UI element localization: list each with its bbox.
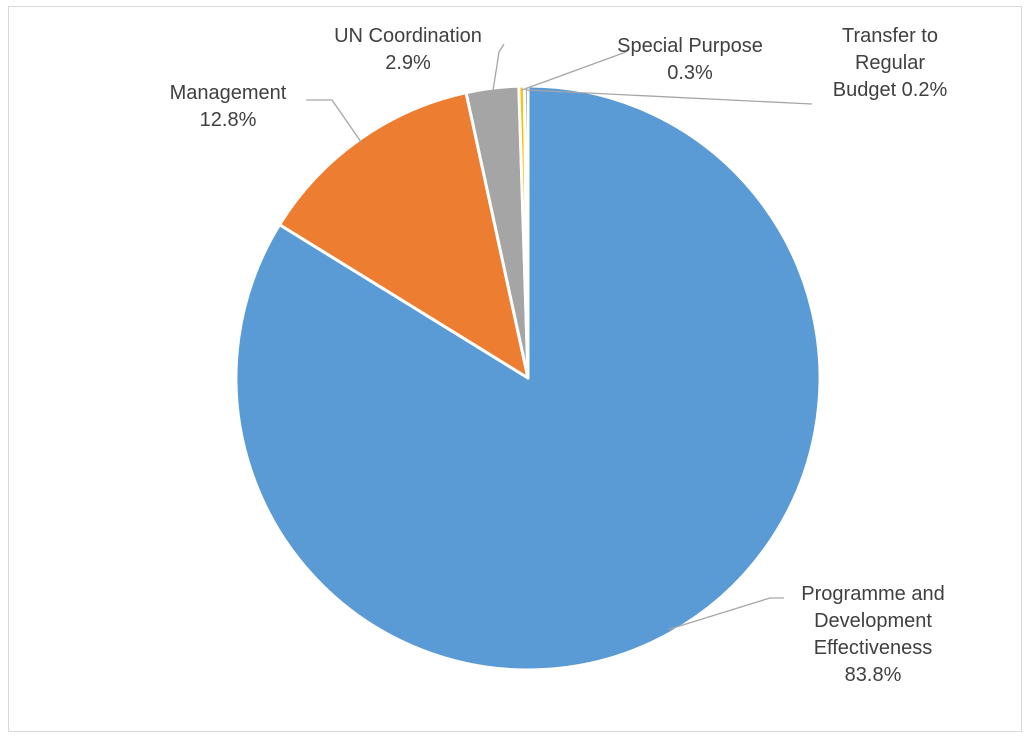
- data-labels: Programme and Development Effectiveness 83.…: [170, 25, 948, 686]
- pie-slices: [234, 84, 822, 672]
- data-label-transfer-to-regular-budget: Transfer to Regular Budget 0.2%: [833, 25, 948, 101]
- leader-line-management: [306, 99, 363, 144]
- data-label-special-purpose: Special Purpose 0.3%: [617, 35, 763, 84]
- data-label-programme-and-development-effectiveness: Programme and Development Effectiveness 83.…: [801, 583, 944, 686]
- leader-line-programme-and-development-effectiveness: [668, 597, 784, 631]
- data-label-un-coordination: UN Coordination 2.9%: [334, 25, 482, 74]
- leader-line-special-purpose: [521, 51, 627, 91]
- leader-line-un-coordination: [492, 43, 505, 93]
- data-label-management: Management 12.8%: [170, 82, 287, 131]
- leader-line-transfer-to-regular-budget: [526, 89, 813, 105]
- pie-slice-transfer-to-regular-budget: [522, 84, 530, 380]
- leader-lines: [306, 43, 813, 631]
